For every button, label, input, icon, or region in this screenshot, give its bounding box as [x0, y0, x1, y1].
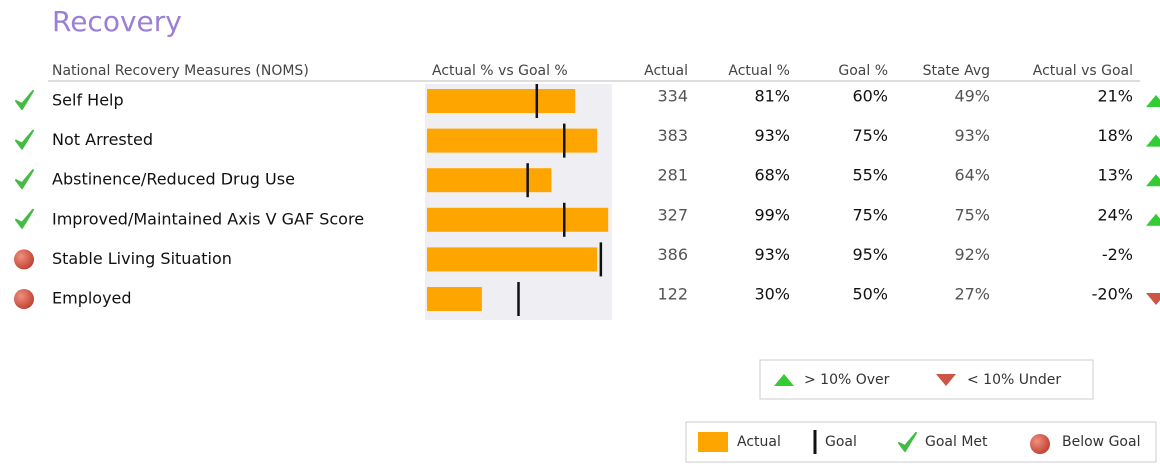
below-goal-icon	[14, 289, 34, 309]
column-header: Actual vs Goal	[1033, 63, 1133, 79]
legend-goal: Goal	[825, 434, 857, 450]
actual-pct: 68%	[754, 166, 790, 185]
column-header: National Recovery Measures (NOMS)	[52, 63, 309, 79]
actual-bar	[427, 247, 598, 272]
actual: 122	[657, 285, 688, 304]
actual-bar	[427, 128, 598, 153]
vs-goal: -2%	[1102, 245, 1133, 264]
goal-pct: 95%	[852, 245, 888, 264]
legend-met: Goal Met	[925, 434, 988, 450]
actual-pct: 93%	[754, 245, 790, 264]
measure-name: Employed	[52, 289, 132, 308]
legend-under: < 10% Under	[967, 372, 1061, 388]
state-avg: 93%	[954, 126, 990, 145]
legend-up-icon	[774, 374, 794, 386]
legend	[685, 421, 1157, 463]
actual-pct: 81%	[754, 87, 790, 106]
column-header: Actual %	[728, 63, 790, 79]
actual-pct: 99%	[754, 205, 790, 224]
goal-met-icon	[15, 129, 34, 150]
goal-pct: 75%	[852, 205, 888, 224]
trend-up	[1146, 174, 1160, 187]
measure-name: Stable Living Situation	[52, 249, 232, 268]
state-avg: 64%	[954, 166, 990, 185]
trend-up	[1146, 134, 1160, 147]
vs-goal: 13%	[1097, 166, 1133, 185]
column-header: Actual	[644, 63, 688, 79]
title: Recovery	[52, 5, 182, 38]
vs-goal: 18%	[1097, 126, 1133, 145]
goal-met-icon	[15, 208, 34, 229]
legend-met-icon	[898, 432, 917, 452]
trend-up	[1146, 95, 1160, 107]
legend-actual: Actual	[737, 434, 781, 450]
state-avg: 75%	[954, 205, 990, 224]
actual-bar	[427, 89, 576, 113]
column-header: Goal %	[838, 63, 888, 79]
measure-name: Abstinence/Reduced Drug Use	[52, 170, 295, 189]
actual: 327	[657, 205, 688, 224]
legend-below-icon	[1030, 434, 1050, 454]
goal-pct: 75%	[852, 126, 888, 145]
trend-up	[1146, 213, 1160, 226]
actual-bar	[427, 168, 552, 193]
actual: 334	[657, 87, 688, 106]
actual: 383	[657, 126, 688, 145]
actual-pct: 30%	[754, 285, 790, 304]
actual-bar	[427, 207, 609, 232]
column-header: State Avg	[923, 63, 990, 79]
state-avg: 92%	[954, 245, 990, 264]
vs-goal: 21%	[1097, 87, 1133, 106]
actual-bar	[427, 287, 482, 311]
goal-pct: 55%	[852, 166, 888, 185]
column-header: Actual % vs Goal %	[432, 63, 568, 79]
below-goal-icon	[14, 249, 34, 270]
goal-met-icon	[15, 90, 34, 110]
legend-down-icon	[936, 374, 956, 386]
vs-goal: 24%	[1097, 205, 1133, 224]
legend-over: > 10% Over	[804, 372, 890, 388]
measure-name: Not Arrested	[52, 130, 153, 149]
trend-down	[1146, 293, 1160, 305]
bar-area	[425, 84, 612, 320]
vs-goal: -20%	[1092, 285, 1133, 304]
measure-name: Improved/Maintained Axis V GAF Score	[52, 209, 364, 228]
measure-name: Self Help	[52, 91, 124, 110]
actual: 281	[657, 166, 688, 185]
legend-actual-swatch	[698, 432, 728, 452]
trend-legend	[759, 359, 1094, 400]
actual-pct: 93%	[754, 126, 790, 145]
goal-met-icon	[15, 169, 34, 190]
legend-below: Below Goal	[1062, 434, 1140, 450]
goal-pct: 50%	[852, 285, 888, 304]
state-avg: 49%	[954, 87, 990, 106]
goal-pct: 60%	[852, 87, 888, 106]
state-avg: 27%	[954, 285, 990, 304]
actual: 386	[657, 245, 688, 264]
